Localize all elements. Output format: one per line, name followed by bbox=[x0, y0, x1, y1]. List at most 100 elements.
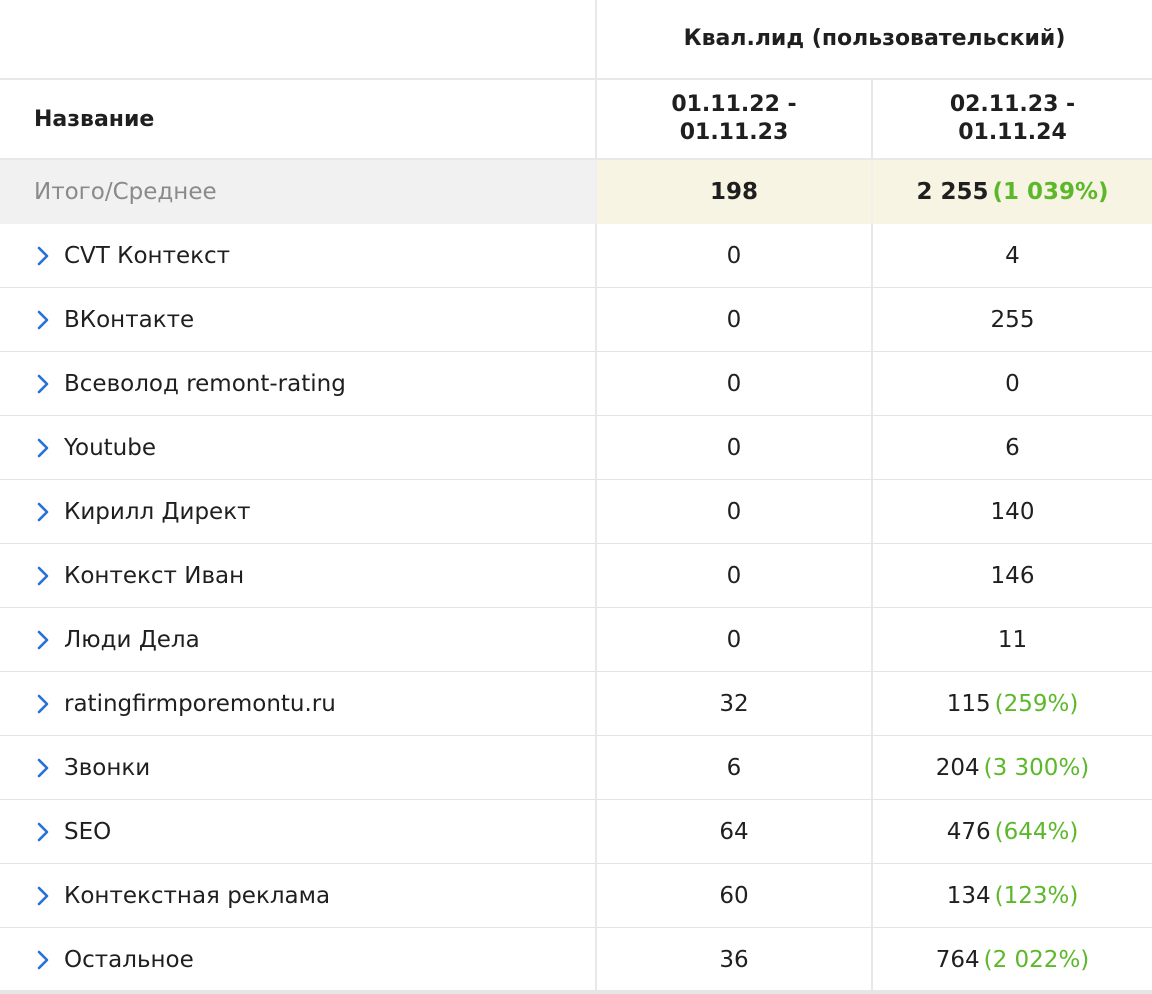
metric-group-header[interactable]: Квал.лид (пользовательский) bbox=[595, 0, 1152, 78]
row-name-cell[interactable]: CVT Контекст bbox=[0, 224, 595, 287]
row-period1-cell: 0 bbox=[595, 544, 871, 607]
row-name-cell[interactable]: Кирилл Директ bbox=[0, 480, 595, 543]
row-period2-value: 6 bbox=[1005, 434, 1020, 461]
row-change-percent: (644%) bbox=[994, 818, 1079, 845]
row-period2-cell: 140 bbox=[871, 480, 1152, 543]
row-period2-value: 115 bbox=[946, 690, 991, 717]
row-period2-cell: 204 (3 300%) bbox=[871, 736, 1152, 799]
row-name: Остальное bbox=[64, 946, 194, 973]
name-column-title: Название bbox=[34, 106, 155, 132]
chevron-right-icon[interactable] bbox=[34, 308, 52, 332]
table-row[interactable]: Всеволод remont-rating 0 0 bbox=[0, 352, 1152, 416]
row-period2-value: 134 bbox=[946, 882, 991, 909]
total-label-cell: Итого/Среднее bbox=[0, 160, 595, 224]
row-period2-value: 146 bbox=[990, 562, 1035, 589]
row-period1-cell: 64 bbox=[595, 800, 871, 863]
total-change-percent: (1 039%) bbox=[992, 179, 1109, 205]
row-period1-cell: 60 bbox=[595, 864, 871, 927]
period1-start: 01.11.22 - bbox=[671, 92, 797, 117]
chevron-right-icon[interactable] bbox=[34, 820, 52, 844]
name-column-header[interactable]: Название bbox=[0, 80, 595, 158]
row-change-percent: (2 022%) bbox=[983, 946, 1090, 973]
row-period1-value: 0 bbox=[726, 498, 742, 525]
period1-end: 01.11.23 bbox=[679, 120, 789, 145]
row-period2-value: 140 bbox=[990, 498, 1035, 525]
row-period1-cell: 0 bbox=[595, 608, 871, 671]
row-period2-cell: 146 bbox=[871, 544, 1152, 607]
period2-end: 01.11.24 bbox=[958, 120, 1067, 145]
table-bottom-border bbox=[0, 990, 1152, 994]
table-row[interactable]: Контекстная реклама 60 134 (123%) bbox=[0, 864, 1152, 928]
row-period1-value: 0 bbox=[726, 306, 742, 333]
row-name: Контекст Иван bbox=[64, 562, 245, 589]
row-period1-value: 64 bbox=[719, 818, 749, 845]
row-name-cell[interactable]: Люди Дела bbox=[0, 608, 595, 671]
chevron-right-icon[interactable] bbox=[34, 884, 52, 908]
row-name-cell[interactable]: SEO bbox=[0, 800, 595, 863]
row-period2-cell: 134 (123%) bbox=[871, 864, 1152, 927]
row-name-cell[interactable]: ВКонтакте bbox=[0, 288, 595, 351]
row-change-percent: (123%) bbox=[994, 882, 1079, 909]
period2-column-header[interactable]: 02.11.23 - 01.11.24 bbox=[871, 80, 1152, 158]
table-row[interactable]: Остальное 36 764 (2 022%) bbox=[0, 928, 1152, 992]
row-period1-value: 0 bbox=[726, 434, 742, 461]
row-period2-cell: 6 bbox=[871, 416, 1152, 479]
chevron-right-icon[interactable] bbox=[34, 948, 52, 972]
row-period1-cell: 0 bbox=[595, 416, 871, 479]
table-row[interactable]: SEO 64 476 (644%) bbox=[0, 800, 1152, 864]
table-row[interactable]: Люди Дела 0 11 bbox=[0, 608, 1152, 672]
row-period2-value: 764 bbox=[935, 946, 980, 973]
row-name: Всеволод remont-rating bbox=[64, 370, 346, 397]
row-name-cell[interactable]: ratingfirmporemontu.ru bbox=[0, 672, 595, 735]
table-row[interactable]: ratingfirmporemontu.ru 32 115 (259%) bbox=[0, 672, 1152, 736]
column-header-row: Название 01.11.22 - 01.11.23 02.11.23 - … bbox=[0, 80, 1152, 160]
row-period1-value: 60 bbox=[719, 882, 749, 909]
table-row[interactable]: Звонки 6 204 (3 300%) bbox=[0, 736, 1152, 800]
row-period1-value: 0 bbox=[726, 562, 742, 589]
chevron-right-icon[interactable] bbox=[34, 564, 52, 588]
row-name: Звонки bbox=[64, 754, 151, 781]
table-row[interactable]: CVT Контекст 0 4 bbox=[0, 224, 1152, 288]
row-name-cell[interactable]: Контекстная реклама bbox=[0, 864, 595, 927]
total-label: Итого/Среднее bbox=[34, 179, 217, 205]
period1-column-header[interactable]: 01.11.22 - 01.11.23 bbox=[595, 80, 871, 158]
row-period2-value: 476 bbox=[946, 818, 991, 845]
row-period1-cell: 0 bbox=[595, 288, 871, 351]
total-row: Итого/Среднее 198 2 255 (1 039%) bbox=[0, 160, 1152, 224]
chevron-right-icon[interactable] bbox=[34, 372, 52, 396]
row-period1-cell: 36 bbox=[595, 928, 871, 991]
row-name: Youtube bbox=[64, 434, 156, 461]
table-row[interactable]: Кирилл Директ 0 140 bbox=[0, 480, 1152, 544]
total-period1-value: 198 bbox=[709, 179, 758, 205]
row-period2-cell: 764 (2 022%) bbox=[871, 928, 1152, 991]
row-name-cell[interactable]: Youtube bbox=[0, 416, 595, 479]
row-period1-value: 0 bbox=[726, 242, 742, 269]
column-group-header: Квал.лид (пользовательский) bbox=[0, 0, 1152, 80]
row-name-cell[interactable]: Звонки bbox=[0, 736, 595, 799]
row-period2-cell: 4 bbox=[871, 224, 1152, 287]
row-name-cell[interactable]: Всеволод remont-rating bbox=[0, 352, 595, 415]
chevron-right-icon[interactable] bbox=[34, 628, 52, 652]
chevron-right-icon[interactable] bbox=[34, 692, 52, 716]
table-row[interactable]: ВКонтакте 0 255 bbox=[0, 288, 1152, 352]
chevron-right-icon[interactable] bbox=[34, 500, 52, 524]
table-row[interactable]: Контекст Иван 0 146 bbox=[0, 544, 1152, 608]
chevron-right-icon[interactable] bbox=[34, 436, 52, 460]
row-period1-cell: 32 bbox=[595, 672, 871, 735]
header-empty-cell bbox=[0, 0, 595, 78]
row-name-cell[interactable]: Остальное bbox=[0, 928, 595, 991]
metric-group-title: Квал.лид (пользовательский) bbox=[683, 26, 1066, 51]
row-period1-cell: 6 bbox=[595, 736, 871, 799]
row-period1-cell: 0 bbox=[595, 224, 871, 287]
chevron-right-icon[interactable] bbox=[34, 756, 52, 780]
row-name-cell[interactable]: Контекст Иван bbox=[0, 544, 595, 607]
period1-label: 01.11.22 - 01.11.23 bbox=[671, 91, 796, 147]
row-name: ratingfirmporemontu.ru bbox=[64, 690, 336, 717]
row-period1-value: 36 bbox=[719, 946, 749, 973]
row-change-percent: (259%) bbox=[994, 690, 1079, 717]
table-row[interactable]: Youtube 0 6 bbox=[0, 416, 1152, 480]
row-period2-value: 0 bbox=[1005, 370, 1020, 397]
row-name: Люди Дела bbox=[64, 626, 200, 653]
chevron-right-icon[interactable] bbox=[34, 244, 52, 268]
row-period2-value: 255 bbox=[990, 306, 1035, 333]
